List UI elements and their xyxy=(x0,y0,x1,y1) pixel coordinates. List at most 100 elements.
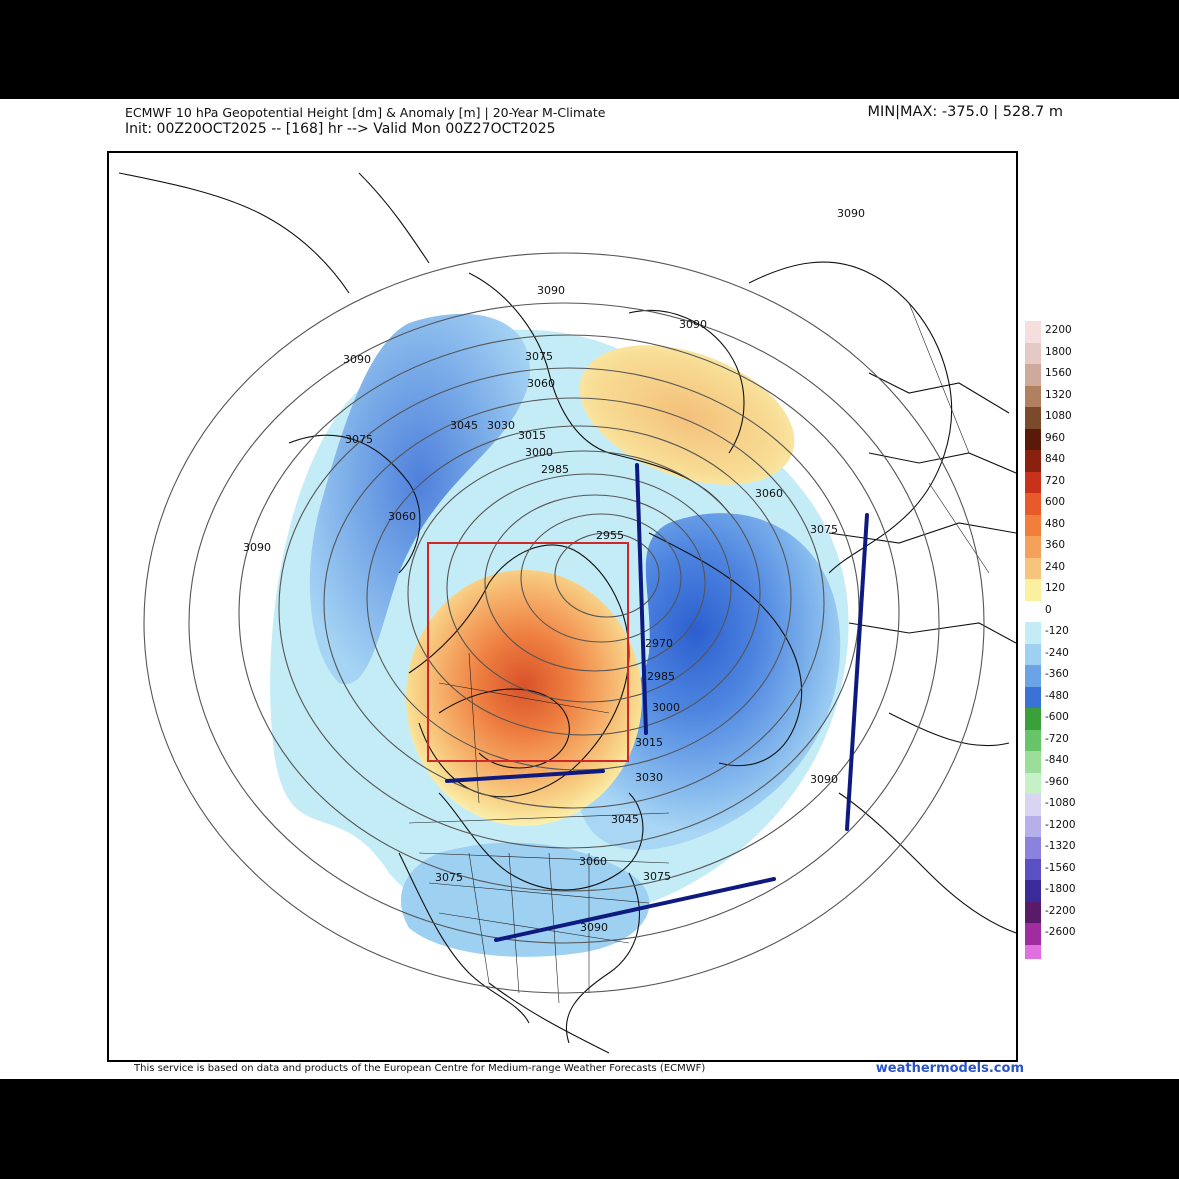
contour-label: 3090 xyxy=(810,773,838,786)
chart-title: ECMWF 10 hPa Geopotential Height [dm] & … xyxy=(125,105,606,120)
legend-tick-label: 2200 xyxy=(1045,324,1072,336)
contour-label: 2985 xyxy=(647,670,675,683)
contour-label: 3090 xyxy=(243,541,271,554)
legend-swatch xyxy=(1025,471,1041,493)
legend-tick-label: -840 xyxy=(1045,754,1069,766)
legend-swatch xyxy=(1025,944,1041,959)
legend-swatch xyxy=(1025,708,1041,730)
legend-swatch xyxy=(1025,858,1041,880)
legend-tick-label: -2200 xyxy=(1045,904,1076,917)
legend-swatch xyxy=(1025,514,1041,536)
legend-tick-label: 1560 xyxy=(1045,367,1072,379)
legend-tick-label: 240 xyxy=(1045,560,1066,573)
legend-tick-label: 840 xyxy=(1045,453,1066,465)
contour-label: 3060 xyxy=(579,855,607,868)
contour-label: 3060 xyxy=(527,377,555,390)
chart-subtitle: Init: 00Z20OCT2025 -- [168] hr --> Valid… xyxy=(125,121,556,137)
legend-swatch xyxy=(1025,686,1041,708)
legend-swatch xyxy=(1025,493,1041,515)
legend-swatch xyxy=(1025,428,1041,450)
contour-label: 3090 xyxy=(679,318,707,331)
legend-tick-label: -120 xyxy=(1045,625,1069,637)
contour-label: 3045 xyxy=(611,813,639,826)
legend-swatch xyxy=(1025,772,1041,794)
legend-swatch xyxy=(1025,600,1041,622)
legend-swatch xyxy=(1025,880,1041,902)
map-canvas: 3090 3090 3090 3090 3090 3090 3090 3075 … xyxy=(118,172,1016,1054)
contour-label: 2985 xyxy=(541,463,569,476)
legend-tick-label: 1800 xyxy=(1045,345,1072,358)
contour-label: 3045 xyxy=(450,419,478,432)
contour-label: 3090 xyxy=(343,353,371,366)
contour-label: 3060 xyxy=(388,510,416,523)
legend-swatch xyxy=(1025,751,1041,773)
legend-swatch xyxy=(1025,321,1041,343)
annotation-line xyxy=(445,769,605,783)
legend-tick-label: -480 xyxy=(1045,689,1069,702)
legend-tick-label: -240 xyxy=(1045,646,1069,659)
legend-swatch xyxy=(1025,579,1041,601)
anomaly-negative-west xyxy=(309,313,530,685)
legend-swatch xyxy=(1025,450,1041,472)
legend-tick-label: 1080 xyxy=(1045,410,1072,422)
contour-label: 3075 xyxy=(810,523,838,536)
legend-swatch xyxy=(1025,407,1041,429)
contour-label: 2955 xyxy=(596,529,624,542)
legend-tick-label: 600 xyxy=(1045,496,1066,508)
highlight-box xyxy=(427,542,629,762)
contour-label: 3075 xyxy=(345,433,373,446)
legend-swatch xyxy=(1025,901,1041,923)
contour-label-group: 3090 3090 3090 3090 3090 3090 3090 3075 … xyxy=(243,207,865,934)
legend-swatch xyxy=(1025,643,1041,665)
legend-swatch xyxy=(1025,342,1041,364)
min-max-readout: MIN|MAX: -375.0 | 528.7 m xyxy=(867,104,1063,120)
contour-label: 3015 xyxy=(518,429,546,442)
legend-tick-label: 720 xyxy=(1045,474,1066,487)
anomaly-negative-east xyxy=(578,513,841,850)
contour-label: 3015 xyxy=(635,736,663,749)
legend-tick-label: 120 xyxy=(1045,582,1066,594)
borders xyxy=(408,302,990,1004)
legend-swatch xyxy=(1025,815,1041,837)
annotation-lines xyxy=(445,463,869,942)
legend-tick-label: -1080 xyxy=(1045,797,1076,809)
annotation-line xyxy=(494,877,776,942)
legend-swatch xyxy=(1025,665,1041,687)
legend-swatch xyxy=(1025,536,1041,558)
legend-tick-label: 360 xyxy=(1045,539,1066,551)
contour-label: 3090 xyxy=(837,207,865,220)
legend-tick-label: 480 xyxy=(1045,517,1066,530)
brand-link[interactable]: weathermodels.com xyxy=(875,1061,1024,1076)
legend-tick-label: -2600 xyxy=(1045,926,1076,938)
contour-label: 3075 xyxy=(525,350,553,363)
contour-label: 3000 xyxy=(652,701,680,714)
legend-tick-label: -1320 xyxy=(1045,840,1076,852)
legend-swatch xyxy=(1025,729,1041,751)
contour-label: 3090 xyxy=(537,284,565,297)
legend-swatch xyxy=(1025,557,1041,579)
legend-tick-label: 960 xyxy=(1045,431,1066,444)
contour-label: 2970 xyxy=(645,637,673,650)
contour-label: 3075 xyxy=(435,871,463,884)
contour-label: 3090 xyxy=(580,921,608,934)
contour-label: 3060 xyxy=(755,487,783,500)
legend-tick-label: -600 xyxy=(1045,711,1069,723)
legend-swatch xyxy=(1025,385,1041,407)
legend-tick-label: -1800 xyxy=(1045,883,1076,895)
contour-label: 3030 xyxy=(487,419,515,432)
annotation-line xyxy=(635,463,648,735)
polar-map: 3090 3090 3090 3090 3090 3090 3090 3075 … xyxy=(107,151,1018,1062)
annotation-line xyxy=(845,513,869,831)
legend-tick-label: 0 xyxy=(1045,603,1052,616)
credit-footer: This service is based on data and produc… xyxy=(134,1063,706,1074)
chart-sheet: ECMWF 10 hPa Geopotential Height [dm] & … xyxy=(0,99,1179,1079)
legend-tick-label: -1560 xyxy=(1045,861,1076,874)
contour-label: 3075 xyxy=(643,870,671,883)
legend-tick-label: -360 xyxy=(1045,668,1069,680)
anomaly-negative-south xyxy=(400,842,650,957)
legend-swatch xyxy=(1025,923,1041,945)
legend-swatch xyxy=(1025,622,1041,644)
legend-swatch xyxy=(1025,364,1041,386)
legend-tick-label: -1200 xyxy=(1045,818,1076,831)
legend-tick-label: -960 xyxy=(1045,775,1069,788)
